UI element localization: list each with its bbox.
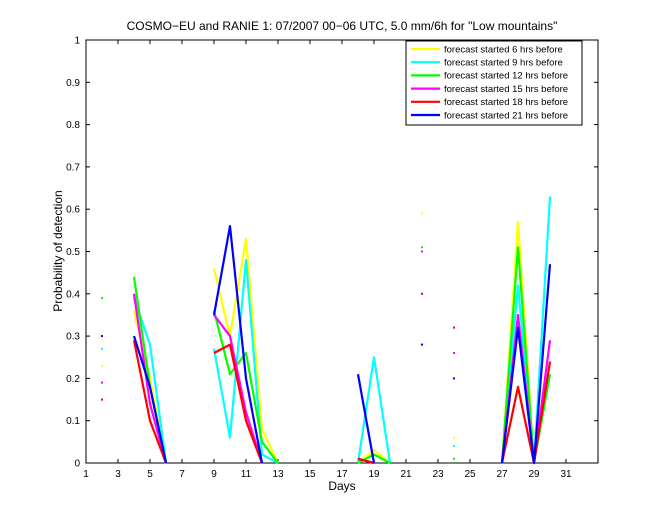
x-tick-label: 29 [528,469,540,480]
data-point [453,436,455,439]
legend-label: forecast started 15 hrs before [444,84,568,95]
y-tick-label: 0.5 [66,247,80,258]
series-line [212,258,279,464]
data-point [453,445,455,448]
data-point [421,212,423,215]
series-line [132,340,168,464]
x-tick-label: 9 [211,469,217,480]
y-tick-label: 0.9 [66,78,80,89]
y-tick-label: 0.1 [66,416,80,427]
x-tick-label: 25 [464,469,476,480]
x-tick-label: 11 [241,469,252,480]
series-line [356,374,376,464]
series-6 [101,225,552,465]
data-point [421,343,423,346]
data-point [101,347,103,350]
data-point [453,352,455,354]
data-point [421,292,423,295]
series-line [500,264,552,465]
x-tick-label: 3 [115,469,121,480]
data-point [101,381,103,384]
x-tick-label: 27 [496,469,508,480]
chart-title: COSMO−EU and RANIE 1: 07/2007 00−06 UTC,… [127,19,558,33]
data-point [101,297,103,299]
y-tick-label: 0 [74,459,80,470]
x-tick-label: 1 [83,469,89,480]
x-tick-label: 19 [368,469,380,480]
series-line [356,356,392,464]
x-tick-label: 5 [147,469,153,480]
series-line [132,335,168,464]
data-point [421,246,423,249]
legend: forecast started 6 hrs before forecast st… [405,40,583,126]
series-line [500,361,552,465]
data-point [101,335,103,338]
data-point [101,398,103,401]
y-tick-label: 0.4 [66,289,80,300]
series-5 [101,292,552,465]
legend-label: forecast started 6 hrs before [444,44,563,55]
legend-label: forecast started 12 hrs before [444,71,568,82]
series-line [212,225,264,464]
series-line [357,457,375,465]
series-line [213,314,264,464]
series-line [500,196,552,465]
y-tick-label: 1 [74,36,80,47]
series-line [212,310,279,464]
legend-label: forecast started 9 hrs before [444,58,563,69]
x-tick-label: 13 [272,469,284,480]
y-tick-label: 0.8 [66,120,80,131]
series-line [212,237,279,464]
x-tick-label: 7 [179,469,185,480]
data-point [453,377,455,380]
series-line [132,293,168,464]
y-tick-label: 0.7 [66,162,80,173]
y-tick-label: 0.2 [66,374,80,385]
data-point [453,457,455,460]
legend-label: forecast started 21 hrs before [444,110,568,121]
x-tick-label: 15 [304,469,316,480]
y-axis-label: Probability of detection [51,190,65,311]
x-tick-label: 23 [432,469,444,480]
data-point [453,326,455,329]
series-line [357,449,391,464]
legend-box [405,40,583,126]
y-tick-label: 0.6 [66,205,80,216]
series-line [213,343,264,464]
axis-ticks: 1 3 5 7 9 11 13 15 17 19 21 23 25 27 29 3100.10.20.30.4… [66,36,598,480]
y-tick-label: 0.3 [66,332,80,343]
x-tick-label: 21 [400,469,412,480]
x-tick-label: 17 [336,469,348,480]
data-point [421,250,423,253]
x-tick-label: 31 [560,469,572,480]
data-point [101,364,103,367]
x-axis-label: Days [328,479,355,493]
series-group [101,196,552,465]
legend-label: forecast started 18 hrs before [444,97,568,108]
